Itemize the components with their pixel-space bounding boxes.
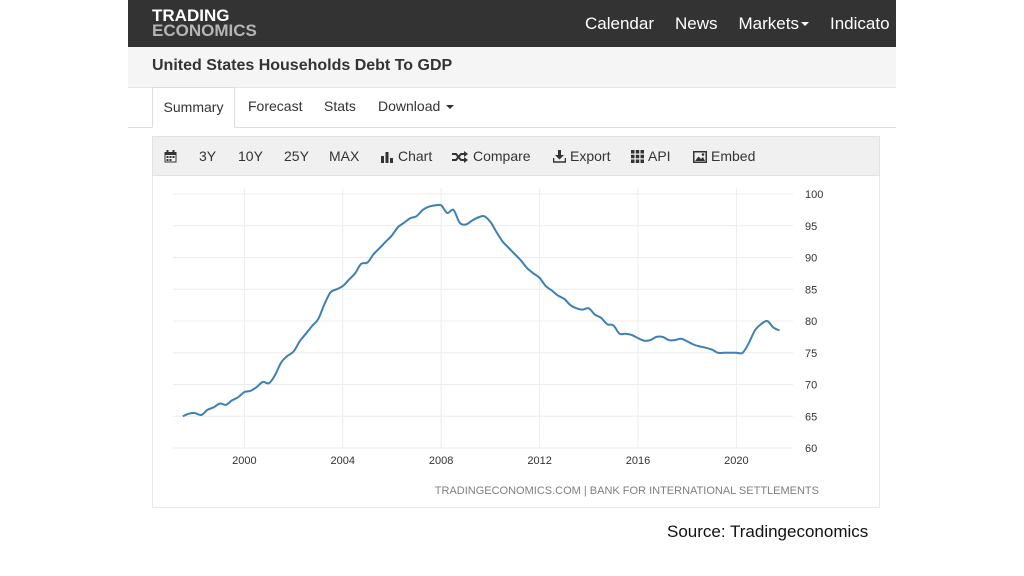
bar-chart-icon xyxy=(381,152,393,163)
app-frame: TRADING ECONOMICS Calendar News Markets … xyxy=(128,0,896,520)
range-10y-button[interactable]: 10Y xyxy=(238,148,263,164)
export-button[interactable]: Export xyxy=(552,137,611,175)
y-tick-label: 85 xyxy=(805,284,817,296)
line-chart: 2000 2004 2008 2012 2016 2020 60 65 70 75 80 85 90 9… xyxy=(173,188,823,497)
nav-calendar[interactable]: Calendar xyxy=(585,13,654,33)
shuffle-icon xyxy=(452,151,468,163)
tab-stats[interactable]: Stats xyxy=(324,98,356,114)
y-tick-label: 70 xyxy=(805,380,817,392)
x-tick-label: 2016 xyxy=(626,455,650,467)
tab-summary[interactable]: Summary xyxy=(152,87,235,128)
x-tick-label: 2000 xyxy=(232,455,256,467)
source-caption: Source: Tradingeconomics xyxy=(667,522,869,541)
tab-download[interactable]: Download xyxy=(378,87,455,127)
api-button[interactable]: API xyxy=(631,137,671,175)
chart-type-label: Chart xyxy=(398,148,433,164)
y-tick-label: 90 xyxy=(805,253,817,265)
range-25y-button[interactable]: 25Y xyxy=(284,148,309,164)
export-label: Export xyxy=(570,148,611,164)
x-tick-label: 2012 xyxy=(527,455,551,467)
page-title: United States Households Debt To GDP xyxy=(152,57,453,74)
y-tick-label: 75 xyxy=(805,348,817,360)
x-tick-label: 2020 xyxy=(724,455,748,467)
logo-line1: TRADING xyxy=(152,6,230,25)
image-icon xyxy=(693,151,707,163)
y-tick-label: 100 xyxy=(805,189,823,201)
tab-forecast[interactable]: Forecast xyxy=(248,98,303,114)
chevron-down-icon xyxy=(800,22,809,27)
compare-button[interactable]: Compare xyxy=(452,137,531,175)
range-3y-button[interactable]: 3Y xyxy=(199,148,217,164)
chart-type-button[interactable]: Chart xyxy=(381,137,432,175)
range-max-button[interactable]: MAX xyxy=(329,148,360,164)
y-tick-label: 60 xyxy=(805,443,817,455)
tab-download-label: Download xyxy=(378,98,441,114)
calendar-icon[interactable] xyxy=(164,137,181,175)
series-line xyxy=(182,203,780,418)
chevron-down-icon xyxy=(446,105,455,110)
api-label: API xyxy=(648,148,671,164)
y-tick-label: 95 xyxy=(805,221,817,233)
download-icon xyxy=(552,150,567,163)
chart-container: 2000 2004 2008 2012 2016 2020 60 65 70 75 80 85 90 9… xyxy=(152,176,880,508)
chart-toolbar: 3Y 10Y 25Y MAX Chart Compare Export API … xyxy=(152,136,880,176)
logo[interactable]: TRADING ECONOMICS xyxy=(152,6,257,40)
nav-indicators[interactable]: Indicato xyxy=(829,13,890,33)
x-tick-label: 2008 xyxy=(429,455,453,467)
top-navbar: TRADING ECONOMICS Calendar News Markets … xyxy=(128,0,896,47)
compare-label: Compare xyxy=(473,148,531,164)
embed-label: Embed xyxy=(711,148,756,164)
chart-source: TRADINGECONOMICS.COM | BANK FOR INTERNAT… xyxy=(435,485,819,497)
tab-bar: Summary Forecast Stats Download xyxy=(128,87,896,128)
grid-icon xyxy=(631,150,644,163)
nav-links: Calendar News Markets Indicato xyxy=(585,0,896,47)
x-tick-label: 2004 xyxy=(331,455,355,467)
embed-button[interactable]: Embed xyxy=(693,137,755,175)
title-bar: United States Households Debt To GDP xyxy=(128,47,896,88)
nav-news[interactable]: News xyxy=(675,13,718,33)
nav-markets[interactable]: Markets xyxy=(739,14,809,34)
nav-markets-label: Markets xyxy=(738,13,799,33)
y-tick-label: 80 xyxy=(805,316,817,328)
y-tick-label: 65 xyxy=(805,411,817,423)
logo-line2: ECONOMICS xyxy=(152,21,257,40)
